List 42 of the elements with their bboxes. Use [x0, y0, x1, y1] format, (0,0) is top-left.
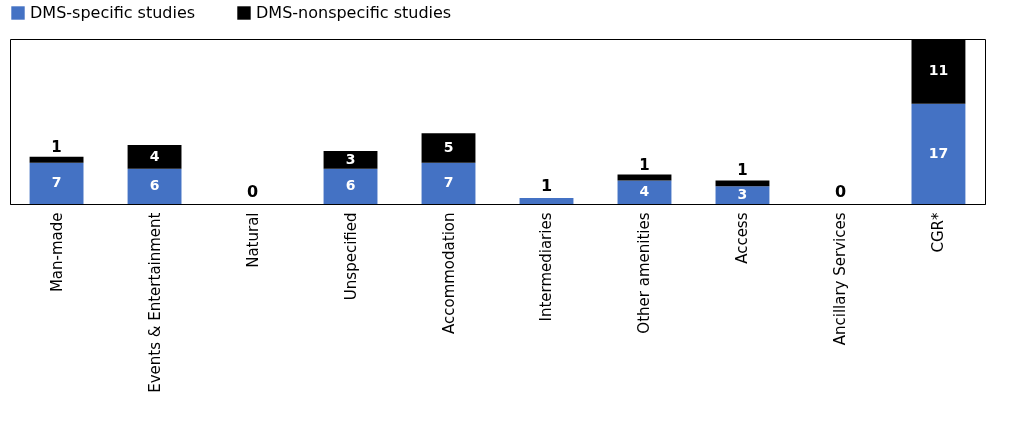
data-label: 3: [737, 186, 748, 203]
x-tick-label: CGR*: [929, 212, 948, 253]
bar: [127, 168, 182, 204]
data-label: 11: [928, 62, 949, 79]
data-label: 6: [149, 177, 160, 194]
x-tick-label: Accommodation: [439, 212, 458, 335]
data-label: 1: [639, 155, 650, 174]
data-label: 4: [149, 147, 160, 164]
bar: [911, 103, 966, 204]
x-tick-label: Access: [733, 212, 752, 264]
x-tick-label: Other amenities: [635, 212, 654, 334]
data-label: 17: [928, 144, 949, 161]
total-label: 1: [540, 176, 553, 196]
bar: [715, 186, 770, 204]
bar: [29, 162, 84, 204]
bar: [617, 180, 672, 204]
x-tick-label: Man-made: [47, 212, 66, 293]
x-tick-label: Ancillary Services: [831, 212, 850, 346]
x-tick-label: Events & Entertainment: [145, 212, 164, 393]
x-tick-label: Natural: [243, 212, 262, 268]
bar: [127, 145, 182, 169]
bar: [421, 162, 476, 204]
bar: [323, 168, 378, 204]
legend-label: DMS-nonspecific studies: [256, 3, 452, 22]
data-label: 3: [345, 150, 356, 167]
data-label: 5: [443, 139, 454, 156]
data-label: 6: [345, 177, 356, 194]
legend-label: DMS-specific studies: [30, 3, 196, 22]
bar: [519, 198, 574, 204]
data-label: 7: [51, 174, 62, 191]
bar: [29, 156, 84, 163]
bar: [421, 133, 476, 163]
total-label: 0: [834, 182, 847, 201]
data-label: 1: [51, 137, 62, 156]
bar: [715, 180, 770, 187]
data-label: 1: [737, 161, 748, 180]
data-label: 7: [443, 174, 454, 191]
bar: [323, 150, 378, 169]
data-label: 4: [639, 183, 650, 200]
x-tick-label: Intermediaries: [537, 212, 556, 322]
total-label: 0: [246, 182, 259, 201]
x-tick-label: Unspecified: [341, 212, 360, 301]
